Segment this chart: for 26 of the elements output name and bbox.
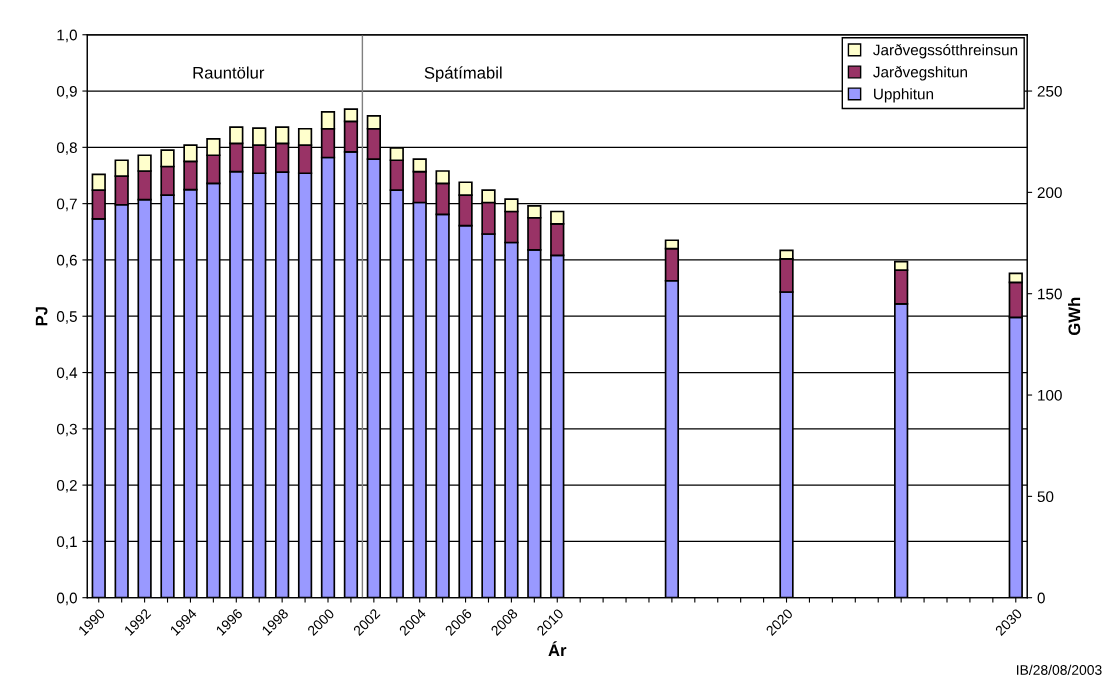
y-axis-title: PJ (35, 307, 48, 326)
y-tick-label: 0,9 (56, 85, 77, 99)
annotation: Spátímabil (424, 66, 502, 83)
legend-label: Jarðvegshitun (873, 66, 967, 81)
y-tick-label: 0,8 (56, 142, 77, 155)
y-tick-label: 0,3 (56, 423, 77, 437)
y-tick-label: 0,4 (56, 367, 78, 381)
y2-tick-label: 0 (1037, 592, 1045, 604)
legend-label: Jarðvegssótthreinsun (873, 43, 1018, 59)
legend-label: Upphitun (874, 88, 934, 103)
y2-tick-label: 50 (1037, 491, 1054, 503)
y2-tick-label: 250 (1037, 85, 1062, 97)
y2-tick-label: 200 (1037, 187, 1062, 199)
y-tick-label: 0,5 (56, 311, 77, 324)
y-tick-label: 0,6 (56, 254, 77, 268)
y-tick-label: 0,0 (56, 592, 77, 606)
text: IB/28/08/2003 (1017, 664, 1102, 675)
y-tick-label: 0,7 (56, 198, 77, 212)
x-axis-title: Ár (548, 641, 567, 657)
y-tick-label: 1,0 (57, 29, 77, 43)
y-tick-label: 0,1 (56, 536, 77, 549)
y2-tick-label: 100 (1038, 389, 1062, 401)
y2-axis-title: GWh (1068, 297, 1081, 335)
y2-tick-label: 150 (1038, 288, 1062, 300)
annotation: Rauntölur (193, 66, 265, 79)
y-tick-label: 0,2 (56, 479, 77, 493)
